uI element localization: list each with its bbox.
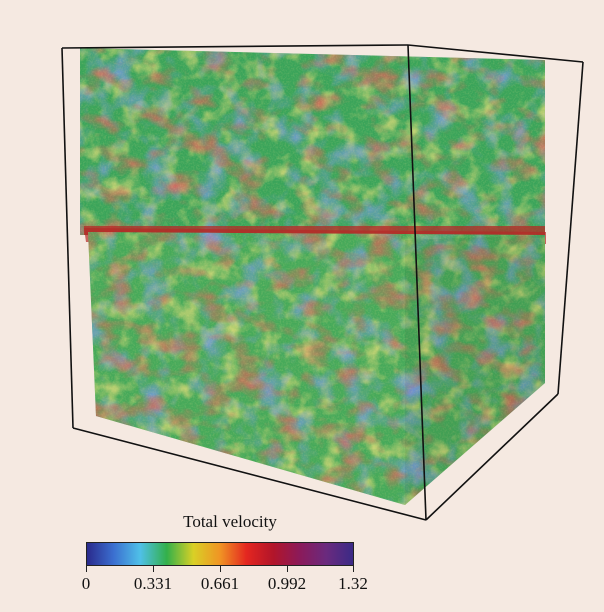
- colorbar-tick: [220, 566, 221, 572]
- colorbar-tick: [287, 566, 288, 572]
- colorbar-gradient: [86, 542, 354, 566]
- bounding-box: [61, 44, 584, 521]
- colorbar-tick-label: 0.992: [267, 574, 307, 593]
- colorbar-tick: [153, 566, 154, 572]
- colorbar-title: Total velocity: [183, 512, 277, 531]
- colorbar-tick: [353, 566, 354, 572]
- back-wall-field: [80, 48, 545, 235]
- colorbar-tick-label: 1.32: [338, 574, 368, 593]
- colorbar-tick: [86, 566, 87, 572]
- right-face-shade: [405, 235, 545, 505]
- colorbar-tick-label: 0.331: [133, 574, 173, 593]
- colorbar-tick-label: 0: [81, 574, 91, 593]
- colorbar-tick-label: 0.661: [200, 574, 240, 593]
